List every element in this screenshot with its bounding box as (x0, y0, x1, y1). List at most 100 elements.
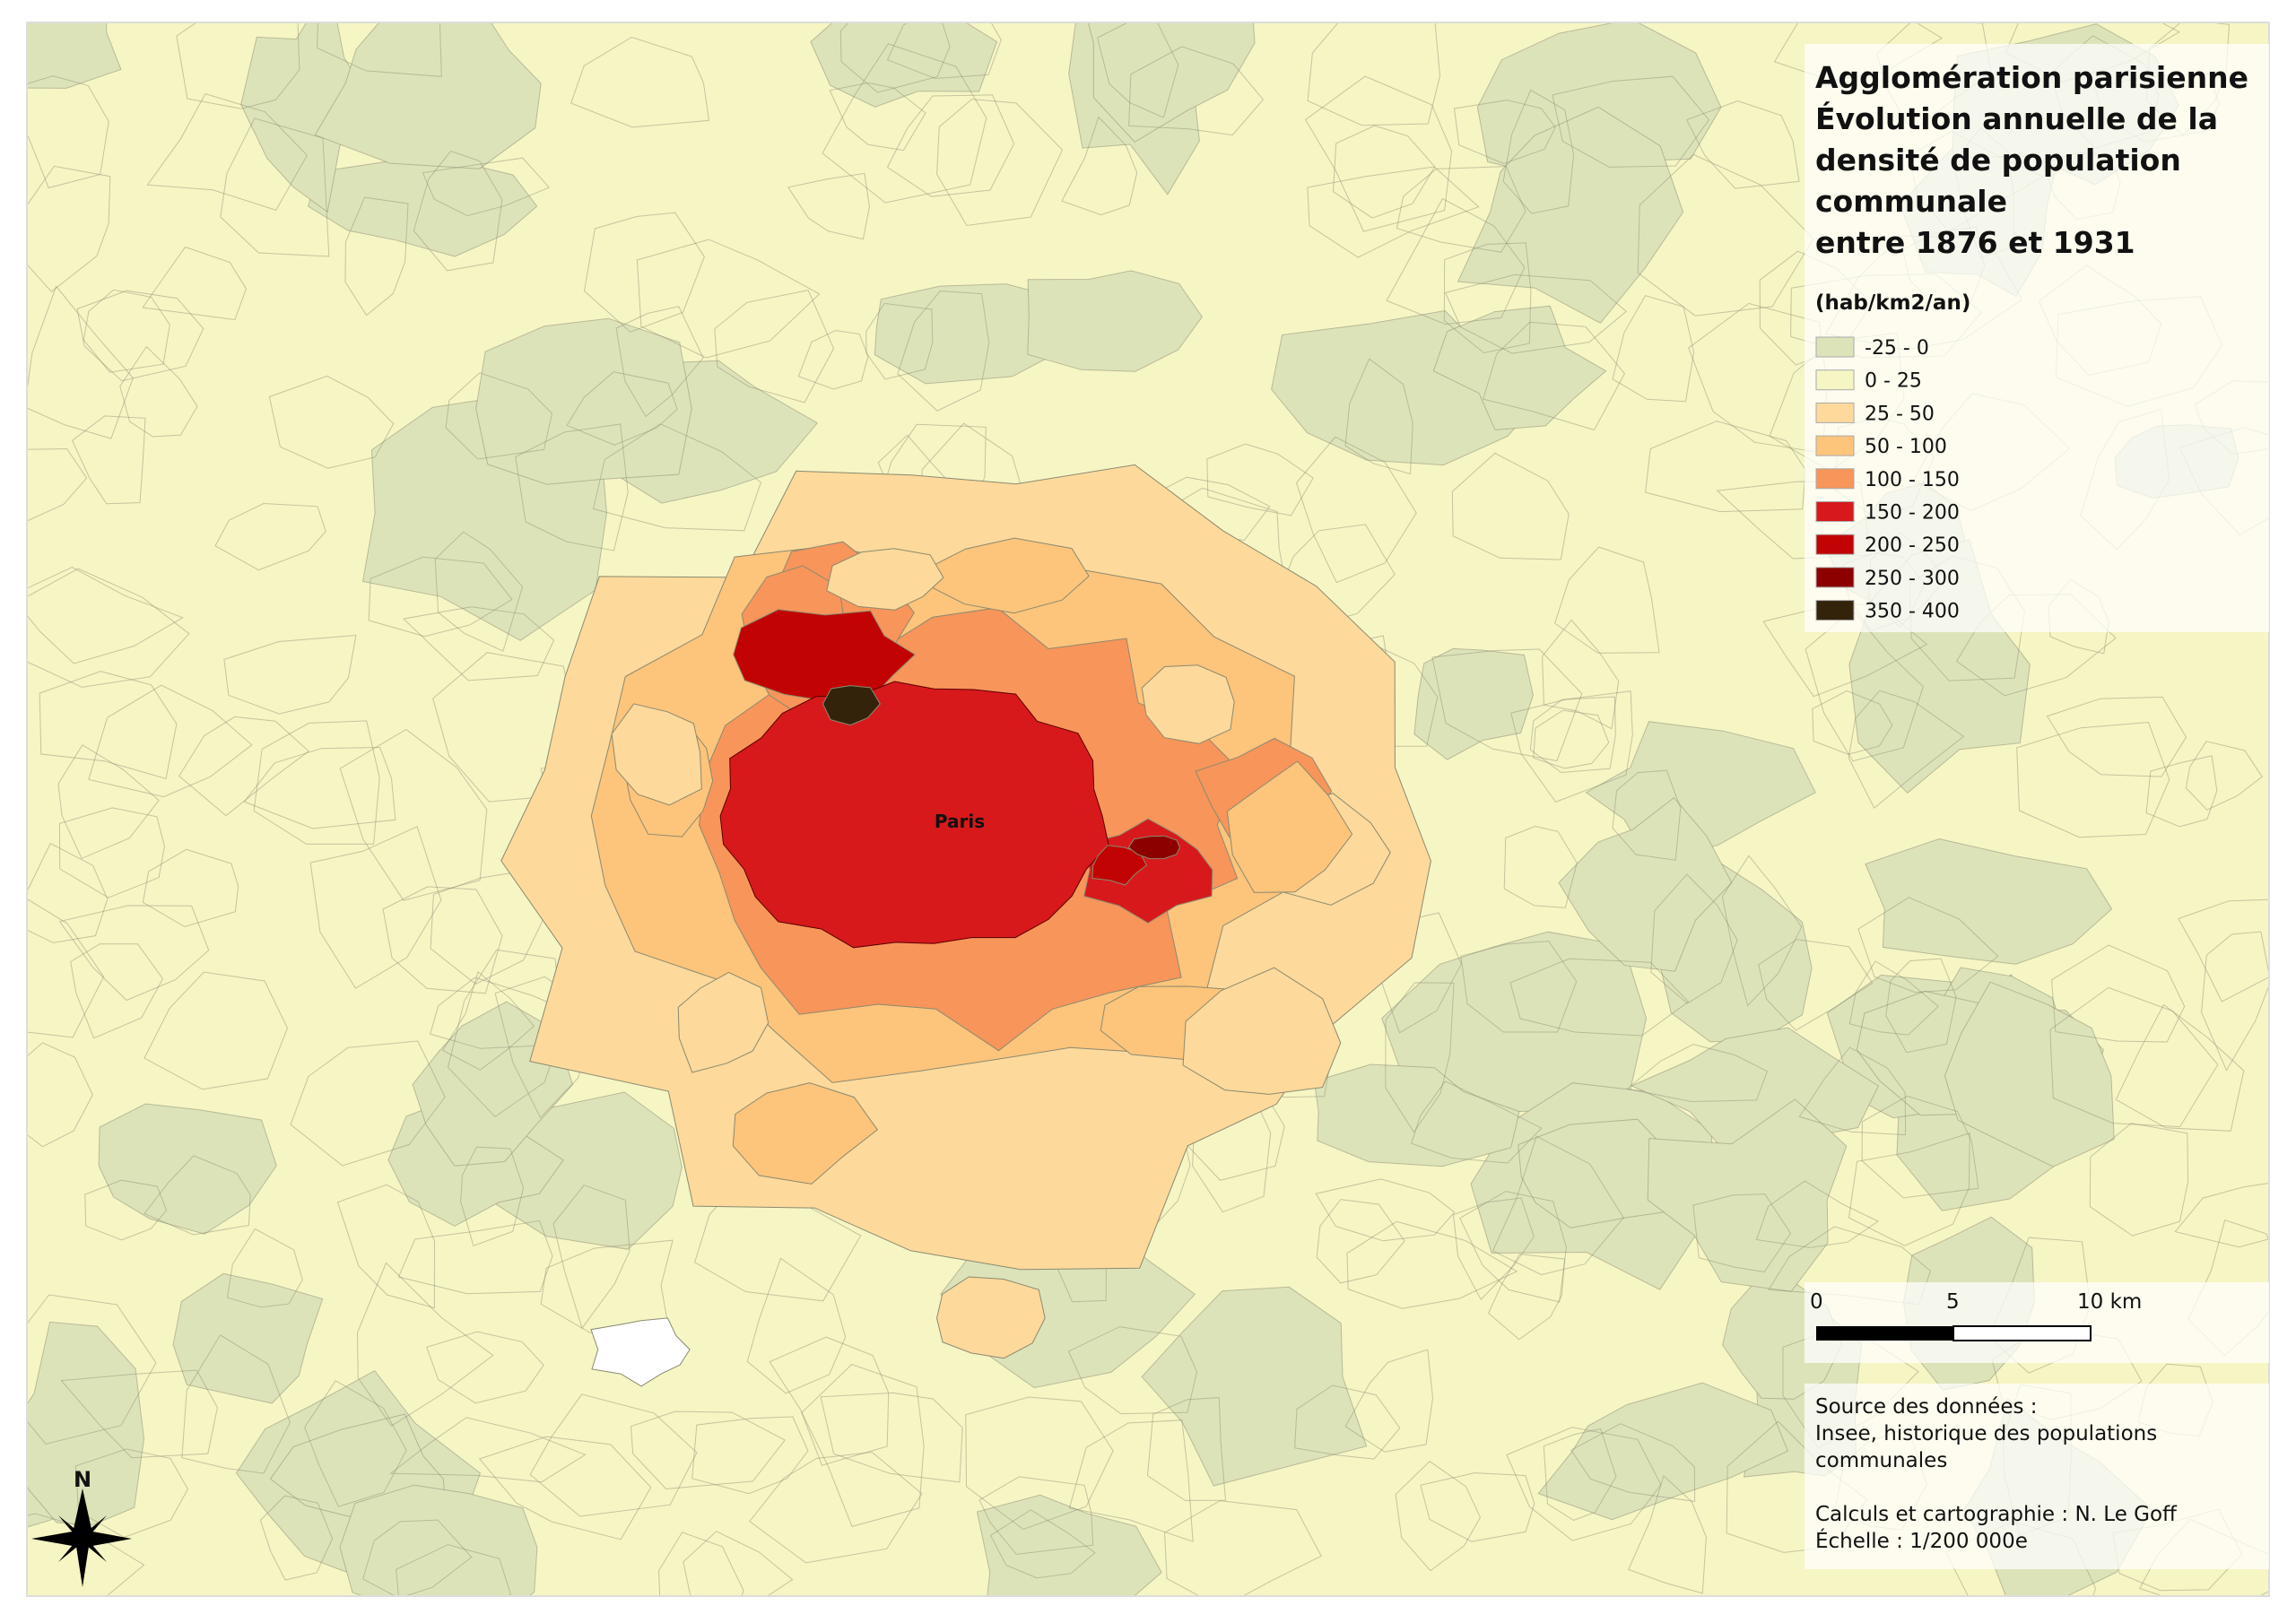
commune-border (1163, 1500, 1322, 1596)
commune-border (2089, 1123, 2189, 1237)
commune-border (460, 1146, 525, 1246)
legend-label: 50 - 100 (1865, 436, 1947, 458)
commune-border (39, 671, 178, 780)
commune-border (797, 330, 869, 390)
commune-border (749, 1451, 923, 1564)
commune-border (344, 196, 409, 317)
commune-border (630, 1410, 786, 1490)
legend-swatch (1815, 468, 1855, 490)
map-title: Évolution annuelle de la (1815, 100, 2218, 136)
commune-border (181, 1334, 291, 1474)
commune-border (1420, 1472, 1535, 1542)
commune-border (822, 43, 987, 204)
commune-border (27, 898, 105, 1038)
commune-border (552, 1185, 631, 1330)
legend-label: 100 - 150 (1865, 469, 1960, 491)
commune (475, 317, 692, 485)
density-zone (1083, 818, 1213, 924)
commune-border (965, 1396, 1114, 1531)
commune-border (402, 606, 555, 681)
commune-border (1510, 690, 1633, 803)
commune-border (58, 807, 165, 898)
density-zone (935, 1276, 1046, 1359)
commune-border (142, 246, 248, 321)
commune-border (84, 1179, 168, 1241)
commune-border (339, 728, 488, 901)
commune-border (1861, 1095, 1979, 1199)
commune-border (657, 1532, 744, 1596)
map-title: communale (1815, 184, 2007, 219)
legend-label: 250 - 300 (1865, 568, 1960, 590)
commune-border (886, 22, 1002, 80)
commune (1457, 106, 1684, 324)
commune-border (27, 165, 111, 292)
density-zone (1141, 664, 1235, 744)
north-arrow: N (31, 1467, 132, 1587)
commune-border (27, 285, 134, 439)
commune-border (1628, 1474, 1707, 1594)
commune-border (1344, 1349, 1434, 1453)
commune-border (592, 423, 761, 532)
legend-label: -25 - 0 (1865, 337, 1929, 360)
commune-border (144, 1155, 251, 1236)
commune-border (1146, 1397, 1227, 1501)
density-zone (732, 1082, 878, 1185)
commune-border (566, 371, 678, 446)
commune-border (1431, 648, 1583, 762)
commune-border (1552, 75, 1710, 168)
commune-border (382, 886, 503, 994)
commune-border (1316, 1199, 1405, 1284)
commune (1647, 1098, 1848, 1292)
commune-border (74, 1448, 188, 1539)
map-title: Agglomération parisienne (1815, 60, 2248, 95)
commune (1558, 796, 1733, 972)
density-zone (822, 685, 881, 726)
commune (1313, 1063, 1520, 1167)
commune-border (1812, 690, 1893, 755)
commune-border (1304, 75, 1453, 232)
legend-label: 350 - 400 (1865, 601, 1960, 623)
commune (1087, 22, 1256, 143)
commune-border (27, 1042, 93, 1148)
commune-border (1451, 452, 1570, 560)
commune-border (1444, 273, 1627, 354)
commune-border (2115, 1003, 2245, 1132)
commune-border (268, 375, 395, 469)
commune-border (309, 826, 442, 989)
commune-border (396, 1544, 511, 1596)
commune (172, 1272, 324, 1404)
commune-border (88, 684, 253, 798)
commune-border (1492, 1135, 1624, 1276)
commune-border (434, 531, 524, 652)
commune-border (1533, 709, 1610, 769)
commune-border (144, 971, 289, 1090)
commune-border (1798, 1046, 1907, 1136)
commune (98, 1103, 277, 1235)
commune-border (636, 239, 821, 359)
commune-border (1885, 958, 1957, 1054)
commune-border (1294, 1384, 1401, 1460)
commune-border (426, 1331, 544, 1404)
commune-border (57, 744, 160, 860)
commune-border (27, 1294, 157, 1445)
legend-label: 150 - 200 (1865, 502, 1960, 525)
commune (240, 22, 375, 213)
commune-border (119, 345, 198, 438)
commune-border (290, 1040, 446, 1167)
commune-border (1626, 1044, 1769, 1103)
commune-border (769, 1336, 890, 1466)
commune-border (989, 1509, 1096, 1579)
legend-label: 0 - 25 (1865, 370, 1922, 393)
density-zone (1091, 845, 1147, 886)
legend: Agglomération parisienne Évolution annuel… (1815, 60, 2248, 623)
commune-border (441, 971, 535, 1071)
commune-border (1529, 696, 1616, 774)
commune-border (58, 905, 210, 1002)
commune (1944, 981, 2115, 1167)
commune-border (259, 1495, 334, 1581)
legend-swatch (1815, 369, 1855, 391)
legend-label: 25 - 50 (1865, 403, 1935, 425)
commune-border (336, 1184, 436, 1309)
commune-border (1385, 982, 1455, 1133)
